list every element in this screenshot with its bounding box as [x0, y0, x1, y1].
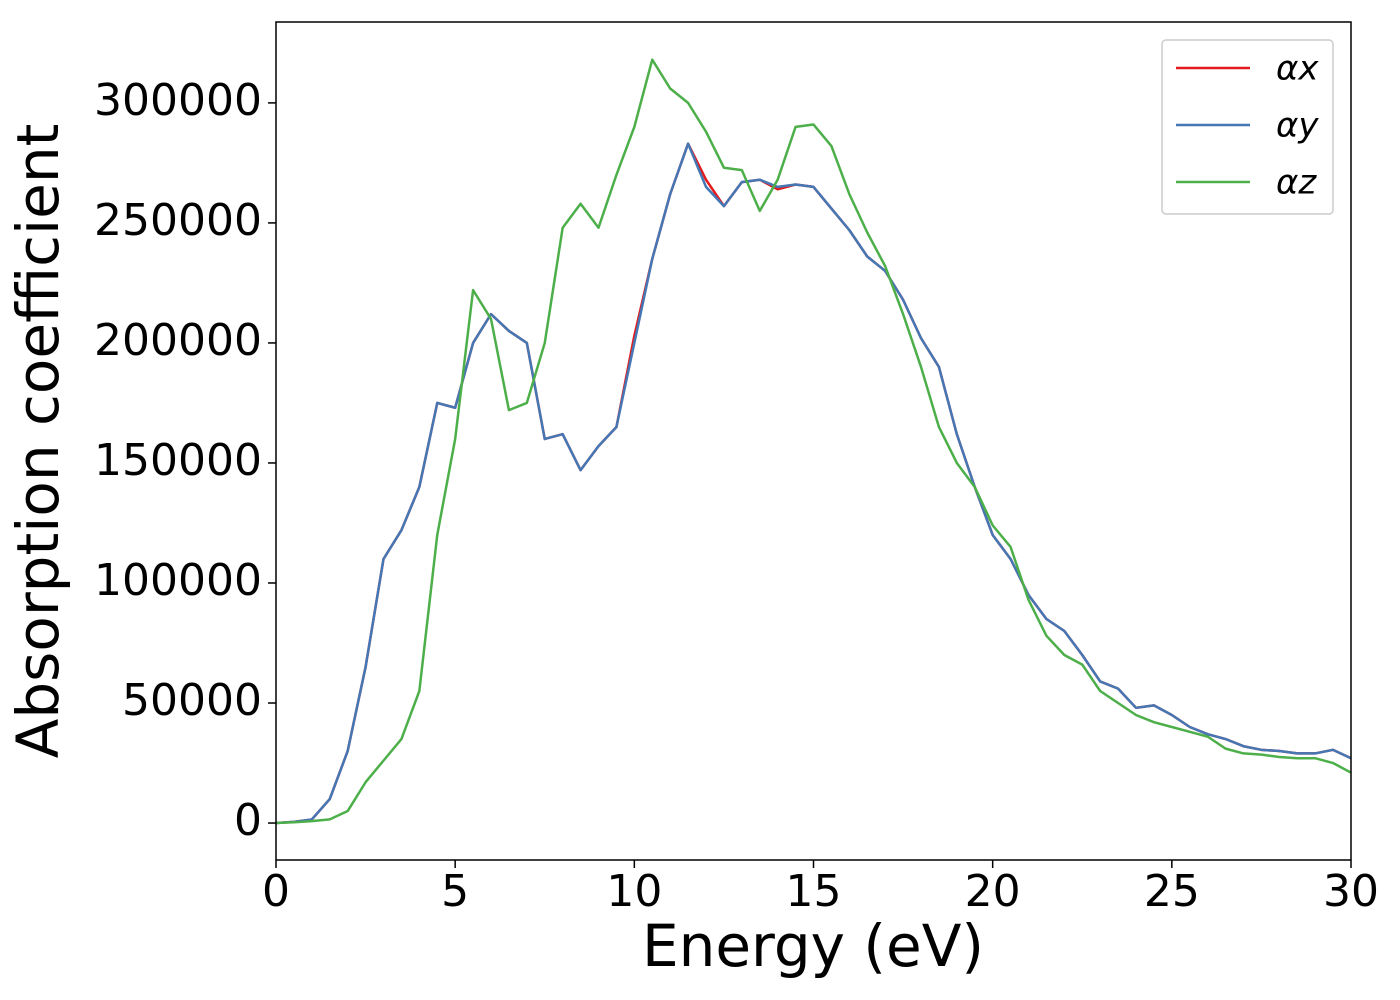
y-tick-label: 150000 — [94, 435, 262, 486]
y-tick-label: 200000 — [94, 315, 262, 366]
x-tick-label: 5 — [441, 866, 469, 917]
series-line — [276, 142, 1351, 825]
plot-frame — [275, 21, 1352, 861]
y-tick-label: 300000 — [94, 75, 262, 126]
x-tick-label: 25 — [1144, 866, 1200, 917]
x-tick-label: 0 — [262, 866, 290, 917]
y-tick-label: 0 — [234, 795, 262, 846]
legend-label: αy — [1276, 106, 1319, 146]
y-axis-label: Absorption coefficient — [4, 124, 72, 759]
x-tick-label: 15 — [786, 866, 842, 917]
x-tick-label: 20 — [965, 866, 1021, 917]
y-tick-label: 100000 — [94, 555, 262, 606]
x-tick-label: 30 — [1323, 866, 1379, 917]
x-axis-label: Energy (eV) — [642, 912, 984, 980]
y-tick-label: 50000 — [122, 675, 262, 726]
series-line — [276, 58, 1351, 825]
legend-label: αx — [1276, 49, 1319, 89]
legend-label: αz — [1276, 163, 1317, 203]
legend-box — [1161, 39, 1334, 215]
x-tick-label: 10 — [606, 866, 662, 917]
y-tick-label: 250000 — [94, 195, 262, 246]
